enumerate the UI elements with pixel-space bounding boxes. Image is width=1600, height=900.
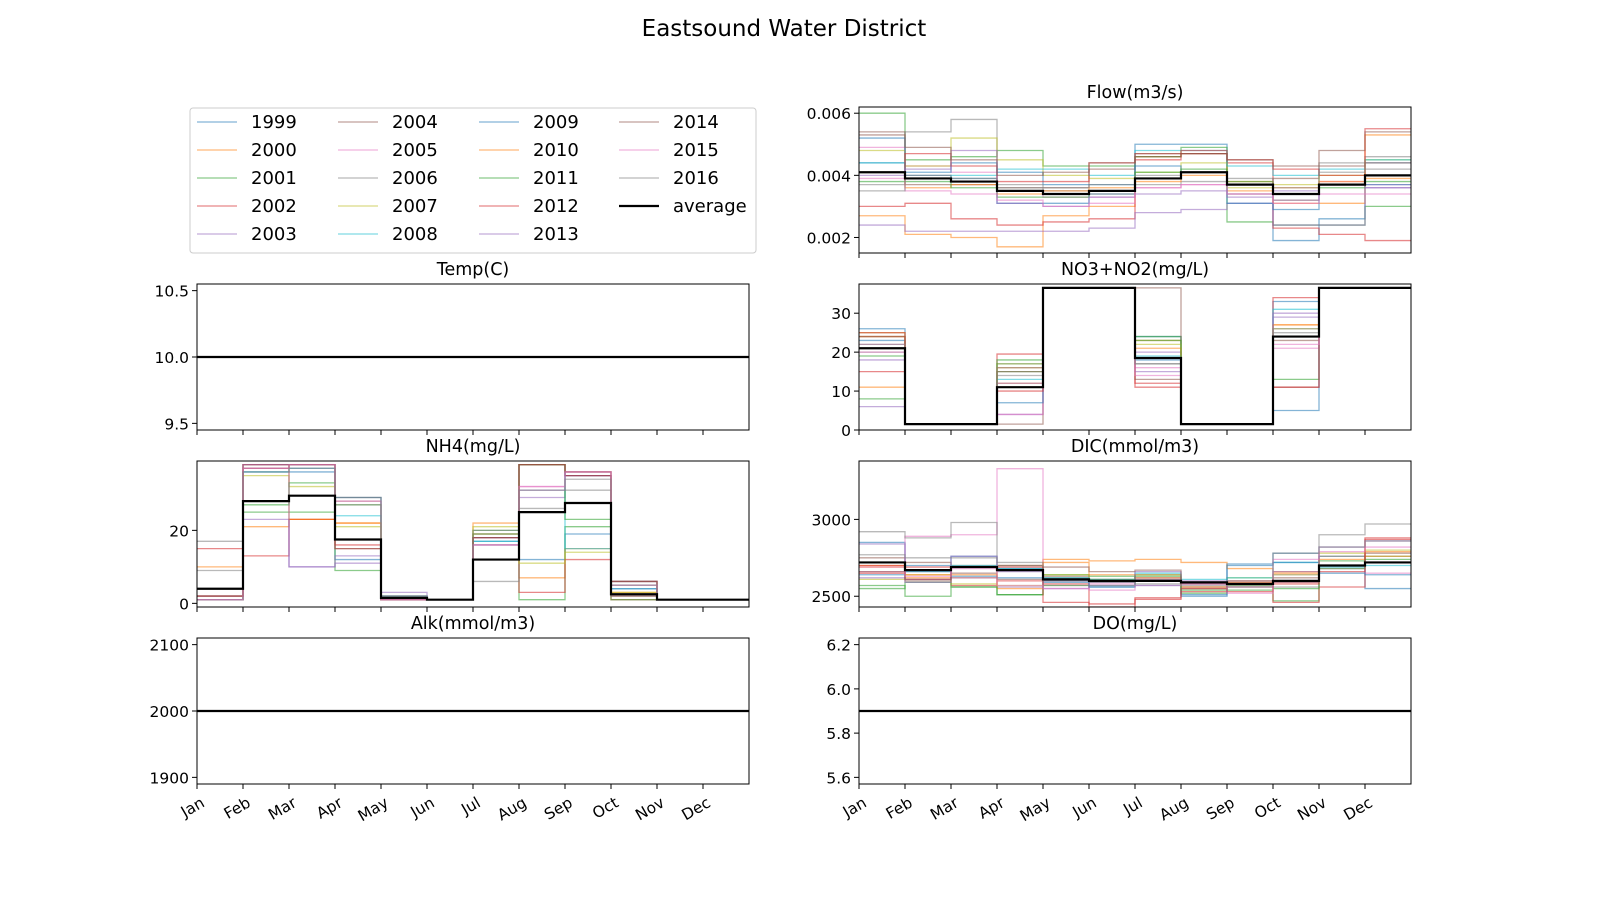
panel-nh4-mg-l: NH4(mg/L) 0 20 xyxy=(169,437,750,613)
legend-label-2003: 2003 xyxy=(251,224,297,245)
figure-title: Eastsound Water District xyxy=(642,16,927,42)
legend-label-2016: 2016 xyxy=(673,168,719,189)
panel-title: Flow(m3/s) xyxy=(1087,83,1184,103)
y-tick-label: 3000 xyxy=(812,511,851,529)
panel-dic-mmol-m3: DIC(mmol/m3) 2500 3000 xyxy=(812,437,1412,612)
legend-label-2000: 2000 xyxy=(251,140,297,161)
legend-label-2012: 2012 xyxy=(533,196,579,217)
legend-label-2007: 2007 xyxy=(392,196,438,217)
y-tick-label: 5.8 xyxy=(826,725,851,743)
y-tick-label: 9.5 xyxy=(164,415,189,433)
legend-box xyxy=(189,107,757,254)
legend-label-2010: 2010 xyxy=(533,140,579,161)
y-tick-label: 2100 xyxy=(150,637,189,655)
y-tick-label: 0 xyxy=(841,422,851,440)
y-tick-label: 10 xyxy=(831,383,851,401)
y-tick-label: 10.5 xyxy=(154,283,189,301)
legend-label-2001: 2001 xyxy=(251,168,297,189)
panel-title: DO(mg/L) xyxy=(1093,614,1178,634)
legend-label-2011: 2011 xyxy=(533,168,579,189)
legend-label-2014: 2014 xyxy=(673,112,719,133)
series-group xyxy=(859,286,1411,426)
legend-label-2013: 2013 xyxy=(533,224,579,245)
panel-title: NH4(mg/L) xyxy=(426,437,521,457)
legend-label-2008: 2008 xyxy=(392,224,438,245)
legend-label-average: average xyxy=(673,196,747,217)
series-line-average xyxy=(197,494,749,601)
y-tick-label: 0.006 xyxy=(807,105,851,123)
y-tick-label: 5.6 xyxy=(826,769,851,787)
y-tick-label: 20 xyxy=(169,522,189,540)
y-tick-label: 2000 xyxy=(150,703,189,721)
panel-title: DIC(mmol/m3) xyxy=(1071,437,1199,457)
legend-label-2009: 2009 xyxy=(533,112,579,133)
y-tick-label: 1900 xyxy=(150,769,189,787)
legend-label-2006: 2006 xyxy=(392,168,438,189)
panel-title: Temp(C) xyxy=(436,260,510,280)
legend-label-2015: 2015 xyxy=(673,140,719,161)
y-tick-label: 6.2 xyxy=(826,637,851,655)
series-group xyxy=(859,112,1411,248)
series-group xyxy=(197,464,749,601)
legend: 1999 2000 2001 2002 2003 2004 2005 2006 2007 2008… xyxy=(189,107,757,254)
series-line-average xyxy=(859,561,1411,586)
y-tick-label: 6.0 xyxy=(826,681,851,699)
series-line-2016 xyxy=(859,540,1411,587)
series-line-2003 xyxy=(859,187,1411,232)
series-line-2015 xyxy=(859,177,1411,208)
series-line-2014 xyxy=(859,131,1411,176)
legend-label-1999: 1999 xyxy=(251,112,297,133)
series-line-average xyxy=(859,171,1411,196)
legend-label-2004: 2004 xyxy=(392,112,438,133)
legend-label-2002: 2002 xyxy=(251,196,297,217)
y-tick-label: 0.002 xyxy=(807,229,851,247)
series-group xyxy=(859,468,1411,607)
panel-temp-c: Temp(C) 9.5 10.0 10.5 xyxy=(154,260,750,435)
y-tick-label: 0 xyxy=(179,595,189,613)
y-tick-label: 30 xyxy=(831,305,851,323)
panel-title: NO3+NO2(mg/L) xyxy=(1061,260,1209,280)
y-tick-label: 20 xyxy=(831,344,851,362)
panel-title: Alk(mmol/m3) xyxy=(411,614,535,634)
y-tick-label: 10.0 xyxy=(154,349,189,367)
panels: Temp(C) 9.5 10.0 10.5 Flow(m3/s) 0.002 0.004 0.… xyxy=(150,83,1412,825)
y-tick-label: 0.004 xyxy=(807,167,851,185)
y-tick-label: 2500 xyxy=(812,588,851,606)
legend-label-2005: 2005 xyxy=(392,140,438,161)
panel-flow-m3-s: Flow(m3/s) 0.002 0.004 0.006 xyxy=(807,83,1412,258)
series-line-average xyxy=(859,286,1411,426)
panel-no3-no2-mg-l: NO3+NO2(mg/L) 0 10 20 30 xyxy=(831,260,1412,440)
